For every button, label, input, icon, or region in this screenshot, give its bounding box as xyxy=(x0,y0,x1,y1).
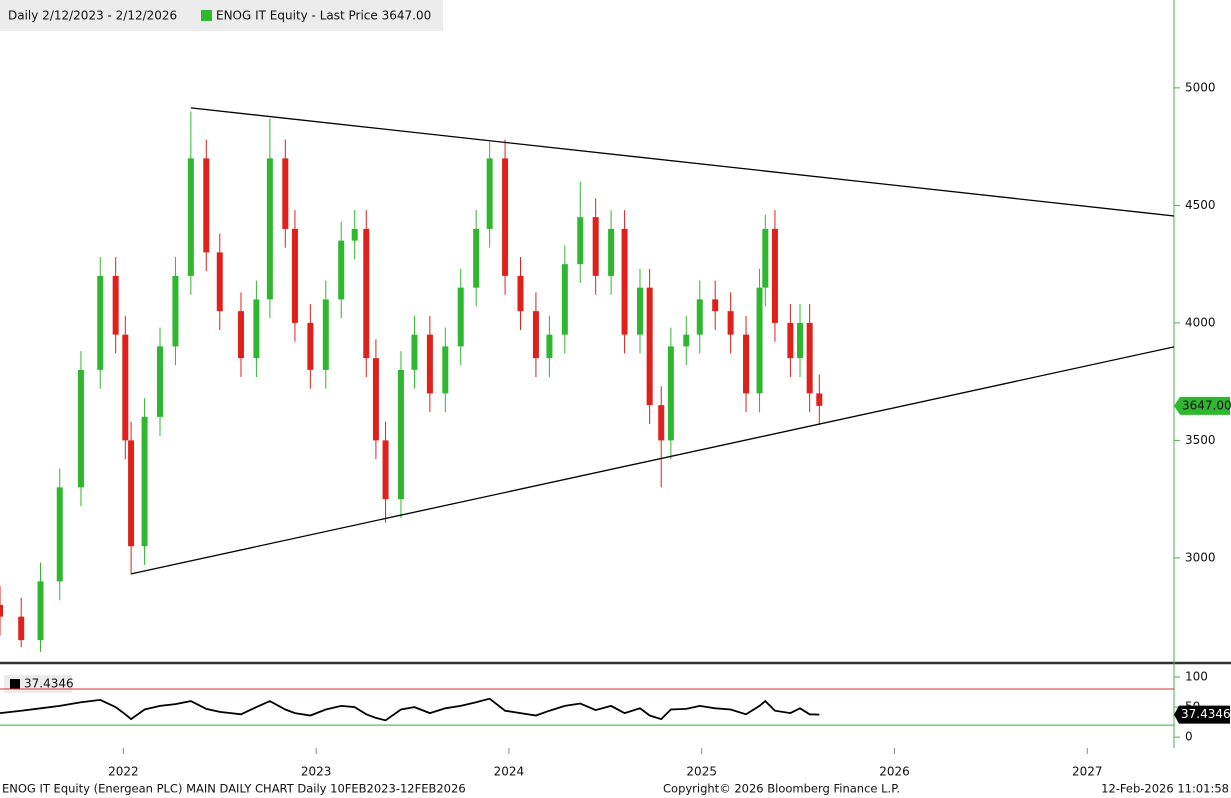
x-tick-label: 2025 xyxy=(686,765,717,779)
candle-body xyxy=(0,604,3,617)
trendline xyxy=(130,346,1175,575)
candle-body xyxy=(56,487,63,582)
candle-body xyxy=(253,299,260,359)
candle-body xyxy=(112,275,119,335)
y-tick-label: 4000 xyxy=(1185,315,1216,329)
candle-body xyxy=(696,299,703,335)
candle-body xyxy=(577,217,584,265)
candle-body xyxy=(667,346,674,441)
candle-body xyxy=(141,416,148,547)
x-tick-label: 2023 xyxy=(301,765,332,779)
candle-body xyxy=(18,616,25,641)
candle-body xyxy=(397,369,404,500)
candle-body xyxy=(473,228,480,288)
rsi-tag-label: 37.4346 xyxy=(1181,707,1231,721)
candle-body xyxy=(157,346,164,417)
x-tick-label: 2026 xyxy=(879,765,910,779)
candle-body xyxy=(382,440,389,500)
x-tick-label: 2024 xyxy=(494,765,525,779)
y-tick-label: 0 xyxy=(1185,730,1193,744)
candle-body xyxy=(683,334,690,347)
x-tick-label: 2027 xyxy=(1072,765,1103,779)
candle-body xyxy=(787,322,794,359)
candle-body xyxy=(266,158,273,300)
trendline xyxy=(190,107,1175,217)
candle-body xyxy=(532,311,539,359)
candle-body xyxy=(338,240,345,300)
candle-body xyxy=(426,334,433,394)
y-tick-label: 3500 xyxy=(1185,433,1216,447)
y-tick-label: 100 xyxy=(1185,670,1208,684)
candle-body xyxy=(756,287,763,394)
footer-left: ENOG IT Equity (Energean PLC) MAIN DAILY… xyxy=(2,782,466,796)
candle-body xyxy=(77,369,84,488)
candle-body xyxy=(621,228,628,335)
candle-body xyxy=(307,322,314,370)
candle-body xyxy=(502,158,509,276)
candle-body xyxy=(561,264,568,335)
y-tick-label: 5000 xyxy=(1185,80,1216,94)
candle-body xyxy=(411,334,418,370)
legend-label: ENOG IT Equity - Last Price 3647.00 xyxy=(216,9,431,23)
candle-body xyxy=(128,440,135,547)
candle-body xyxy=(372,358,379,441)
candle-body xyxy=(363,228,370,359)
rsi-line xyxy=(0,697,820,722)
candle-body xyxy=(442,346,449,394)
candle-body xyxy=(762,228,769,288)
candle-body xyxy=(608,228,615,276)
candle-body xyxy=(712,299,719,312)
candle-body xyxy=(37,581,44,641)
x-tick-label: 2022 xyxy=(108,765,139,779)
candle-body xyxy=(187,158,194,276)
candle-body xyxy=(172,275,179,347)
footer-center: Copyright© 2026 Bloomberg Finance L.P. xyxy=(663,782,900,796)
last-price-tag xyxy=(1174,396,1230,415)
footer-right: 12-Feb-2026 11:01:58 xyxy=(1101,782,1229,796)
candle-body xyxy=(816,393,823,406)
chart-title: Daily 2/12/2023 - 2/12/2026 xyxy=(8,9,177,23)
candle-body xyxy=(806,322,813,394)
rsi-tag xyxy=(1174,705,1230,724)
candle-body xyxy=(216,252,223,312)
candle-body xyxy=(646,287,653,406)
candle-body xyxy=(743,334,750,394)
candle-body xyxy=(97,275,104,370)
candle-body xyxy=(203,158,210,253)
candle-body xyxy=(291,228,298,323)
rsi-label: 37.4346 xyxy=(24,677,74,691)
rsi-swatch xyxy=(10,679,20,689)
legend-swatch xyxy=(201,10,212,21)
candle-body xyxy=(546,334,553,359)
y-tick-label: 3000 xyxy=(1185,550,1216,564)
rsi-label-box xyxy=(4,675,72,693)
candle-body xyxy=(797,322,804,359)
candle-body xyxy=(237,311,244,359)
footer xyxy=(0,780,1231,798)
candle-body xyxy=(322,299,329,370)
candle-body xyxy=(351,228,358,241)
candle-body xyxy=(771,228,778,323)
candle-body xyxy=(486,158,493,229)
last-price-label: 3647.00 xyxy=(1182,398,1231,412)
candle-body xyxy=(517,275,524,312)
candle-body xyxy=(457,287,464,347)
candle-body xyxy=(282,158,289,229)
candle-body xyxy=(592,217,599,276)
candle-body xyxy=(637,287,644,335)
y-tick-label: 4500 xyxy=(1185,198,1216,212)
candle-body xyxy=(727,311,734,335)
header-box xyxy=(0,0,443,31)
candle-body xyxy=(658,405,665,441)
candle-body xyxy=(122,334,129,441)
